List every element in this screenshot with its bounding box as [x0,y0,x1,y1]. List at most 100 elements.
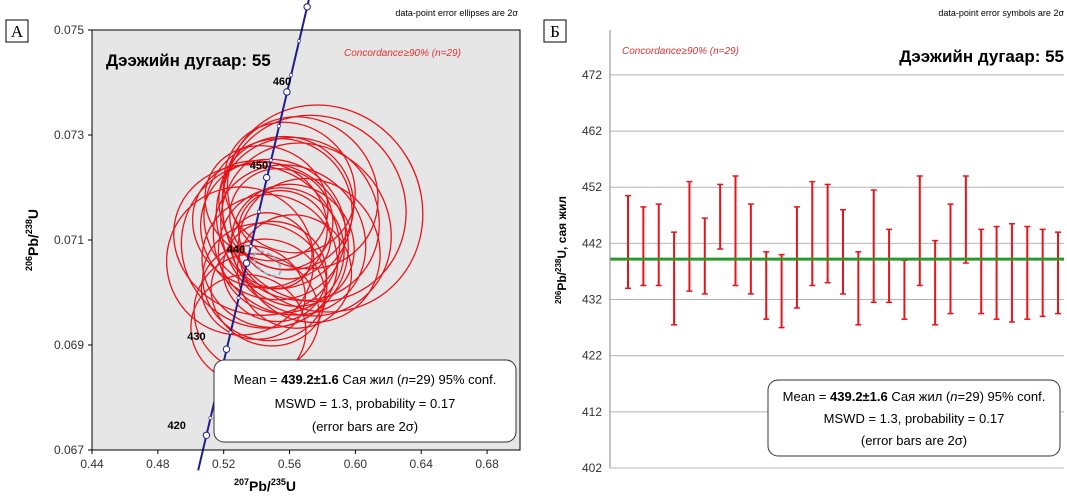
error-bar-4 [671,231,678,326]
panel-b-error-bars [625,175,1061,329]
panel-b: Б 402 412 422 432 442 452 462 472 data-point er… [543,8,1064,475]
panel-b-ylabel-mass-2: 238 [554,258,563,272]
panel-a-title: Дээжийн дугаар: 55 [106,51,271,70]
panel-b-ylabel: 206Pb/238U, сая жил [554,196,569,304]
error-bar-13 [809,180,816,287]
panel-a-stats-unit: Сая жил ( [339,372,402,387]
panel-a-stats-conf: =29) 95% conf. [409,372,497,387]
panel-a-xlabel-mass-1: 207 [234,477,249,487]
error-bar-24 [978,228,985,315]
panel-b-y-tick-label-2: 412 [582,405,602,419]
panel-b-stats-conf: =29) 95% conf. [958,389,1046,404]
error-bar-16 [855,251,862,326]
panel-a-x-tick-label-1: 0.44 [80,457,104,471]
panel-a-y-tick-label-4: 0.073 [54,128,84,142]
panel-a-stats-box: Mean = 439.2±1.6 Сая жил (n=29) 95% conf… [213,359,517,443]
concordia-minor-point-10 [297,39,301,43]
concordia-age-point-6 [303,3,311,11]
error-bar-26 [1008,222,1015,323]
panel-a-x-ticks: 0.44 0.48 0.52 0.56 0.60 0.64 0.68 [80,450,499,471]
panel-a-x-tick-label-7: 0.68 [475,457,499,471]
panel-a-x-tick-label-6: 0.64 [410,457,434,471]
panel-b-y-tick-label-1: 402 [582,461,602,475]
error-bar-7 [717,183,724,250]
panel-b-stats-prefix: Mean = [783,389,830,404]
panel-a-y-tick-label-2: 0.069 [54,338,84,352]
error-ellipse-12 [221,104,424,313]
panel-a-xlabel-element-2: U [286,478,296,494]
error-bar-29 [1055,231,1061,315]
concordia-minor-point-1 [208,416,213,420]
concordia-age-label-1: 420 [167,420,185,432]
panel-a-concordance: Concordance≥90% (n=29) [344,48,461,59]
panel-a-ylabel-mass-2: 238 [24,219,34,234]
panel-a-y-tick-label-5: 0.075 [54,23,84,37]
error-bar-2 [640,206,647,287]
panel-b-stats-line3: (error bars are 2σ) [861,433,967,448]
panel-b-y-tick-label-7: 462 [582,124,602,138]
panel-b-ylabel-mass-1: 206 [554,290,563,304]
panel-a-xlabel: 207Pb/235U [234,477,296,494]
concordia-age-label-4: 450 [250,160,268,172]
error-bar-11 [778,253,785,329]
panel-a-y-tick-label-3: 0.071 [54,233,84,247]
panel-a-stats-n: n [401,372,408,387]
panel-a-ylabel: 206Pb/238U [24,209,41,271]
panel-b-y-tick-label-8: 472 [582,68,602,82]
error-ellipse-18 [226,116,379,270]
panel-a-x-tick-label-2: 0.48 [146,457,170,471]
concordia-minor-point-7 [268,158,273,163]
panel-b-ylabel-element-1: Pb/ [555,271,569,290]
concordia-minor-point-6 [256,209,261,214]
concordia-age-point-3 [242,259,251,267]
error-ellipse-17 [222,220,328,323]
error-bar-1 [625,194,631,290]
error-bar-21 [932,239,939,326]
concordia-minor-point-5 [248,244,253,249]
panel-a-xlabel-element-1: Pb/ [249,478,271,494]
error-bar-5 [686,180,693,292]
panel-b-concordance: Concordance≥90% (n=29) [622,46,739,57]
concordia-age-point-2 [222,345,231,353]
panel-a-note: data-point error ellipses are 2σ [395,8,518,18]
panel-a-ellipses [165,104,424,385]
error-ellipse-6 [202,222,328,342]
panel-b-stats-line1: Mean = 439.2±1.6 Сая жил (n=29) 95% conf… [783,389,1046,404]
panel-a-ylabel-element-2: U [25,209,41,219]
panel-a-xlabel-mass-2: 235 [271,477,286,487]
error-ellipse-4 [201,193,339,329]
error-ellipse-13 [165,186,315,336]
panel-a-stats-mean: 439.2±1.6 [281,372,339,387]
panel-b-stats-unit: Сая жил ( [888,389,951,404]
panel-a-stats-frame [213,359,517,443]
panel-b-label: Б [550,22,560,41]
error-bar-18 [886,228,893,304]
concordia-age-point-1 [202,431,211,439]
panel-b-y-ticks: 402 412 422 432 442 452 462 472 [582,68,602,475]
error-ellipse-21 [230,212,313,289]
panel-b-y-tick-label-3: 422 [582,349,602,363]
panel-a-stats-prefix: Mean = [234,372,281,387]
panel-b-stats-line2: MSWD = 1.3, probability = 0.17 [824,411,1005,426]
error-bar-27 [1024,225,1031,320]
panel-a-stats-line1: Mean = 439.2±1.6 Сая жил (n=29) 95% conf… [234,372,497,387]
concordia-age-label-2: 430 [187,331,205,343]
concordia-minor-point-4 [236,295,241,300]
panel-a-ylabel-element-1: Pb/ [25,234,41,256]
concordia-minor-point-8 [276,124,281,128]
panel-a-x-tick-label-4: 0.56 [278,457,302,471]
panel-b-ylabel-element-2: U, сая жил [555,196,569,259]
panel-b-title: Дээжийн дугаар: 55 [899,47,1064,66]
error-bar-23 [962,175,969,264]
panel-b-stats-frame [767,379,1061,457]
panel-b-stats-box: Mean = 439.2±1.6 Сая жил (n=29) 95% conf… [767,379,1061,457]
mean-age-ellipse [252,250,282,277]
panel-b-y-tick-label-5: 442 [582,236,602,250]
error-ellipse-20 [237,189,332,280]
error-ellipse-9 [173,164,341,316]
panel-a-x-tick-label-5: 0.60 [344,457,368,471]
concordia-minor-point-3 [228,330,233,335]
concordia-minor-point-9 [289,73,293,78]
